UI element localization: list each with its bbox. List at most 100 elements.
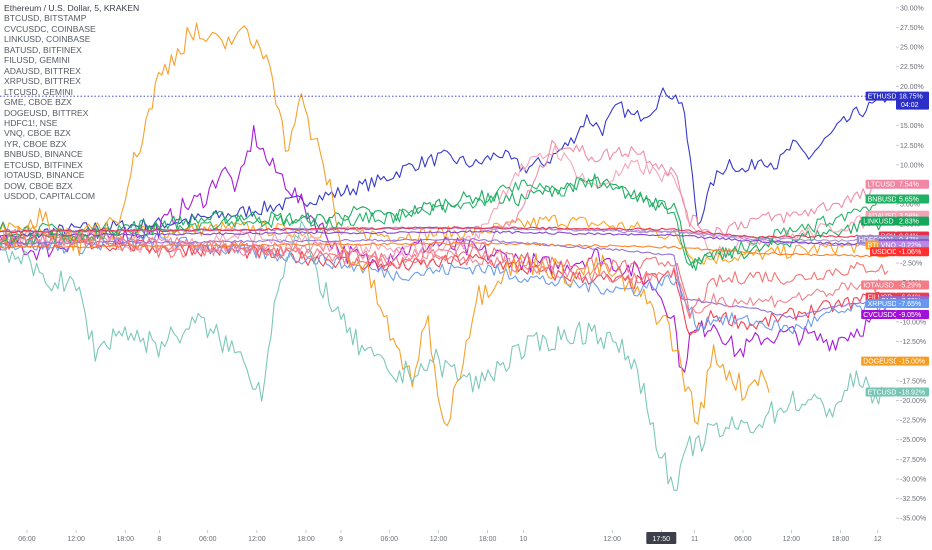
price-tag-value-bg [896, 179, 929, 189]
legend-item[interactable]: DOW, CBOE BZX [4, 180, 73, 191]
price-tag-value: 3.58% [899, 213, 919, 220]
price-tag-name: CVCUSDC [863, 312, 898, 319]
price-tag-name-bg [865, 194, 896, 204]
price-tag-name: BNBUSD [868, 197, 897, 204]
price-tag-name-bg [865, 179, 896, 189]
y-tick-label: -32.50% [900, 496, 926, 503]
x-tick-label: 06:00 [381, 536, 399, 543]
price-tag-value-bg [896, 91, 929, 110]
x-tick-label: 18:00 [297, 536, 315, 543]
legend-item[interactable]: CVCUSDC, COINBASE [4, 23, 96, 34]
legend-item[interactable]: DOGEUSD, BITTREX [4, 107, 89, 118]
series-line-xrpusd[interactable] [0, 232, 889, 335]
legend-item[interactable]: IYR, CBOE BZX [4, 138, 67, 149]
legend-item[interactable]: VNQ, CBOE BZX [4, 128, 71, 139]
price-tag-name-bg [865, 387, 896, 397]
legend-item[interactable]: FILUSD, GEMINI [4, 55, 70, 66]
y-tick-label: 20.00% [900, 84, 924, 91]
y-tick-label: 30.00% [900, 5, 924, 12]
y-tick-label: -17.50% [900, 378, 926, 385]
price-tag-name: ETHUSD [868, 94, 897, 101]
price-tag-value-bg [896, 387, 929, 397]
legend-item[interactable]: BTCUSD, BITSTAMP [4, 13, 87, 24]
y-tick-label: -27.50% [900, 457, 926, 464]
price-tag-value: 18.75% [899, 94, 923, 101]
x-tick-label: 9 [339, 536, 343, 543]
price-tag-value: -9.05% [899, 312, 921, 319]
price-tag-name-bg [870, 247, 896, 257]
series-line-iotausd[interactable] [0, 228, 889, 320]
series-line-usdod[interactable] [0, 241, 889, 258]
series-line-linkusd[interactable] [0, 176, 889, 269]
series-line-iyr[interactable] [0, 230, 889, 246]
series-line-etcusd[interactable] [0, 220, 889, 491]
y-tick-label: -12.50% [900, 339, 926, 346]
x-tick-label: 12 [874, 536, 882, 543]
y-tick-label: -30.00% [900, 476, 926, 483]
x-tick-label: 12:00 [603, 536, 621, 543]
x-tick-label: 18:00 [832, 536, 850, 543]
legend-item[interactable]: ADAUSD, BITTREX [4, 65, 81, 76]
x-tick-label: 12:00 [248, 536, 266, 543]
price-tag-value: -7.65% [899, 301, 921, 308]
time-cursor-label: 17:50 [653, 536, 671, 543]
price-tag-value: -15.00% [899, 359, 925, 366]
price-tag-value: -1.06% [899, 249, 921, 256]
price-tag-value: 7.54% [899, 182, 919, 189]
y-tick-label: -20.00% [900, 398, 926, 405]
y-tick-label: 10.00% [900, 162, 924, 169]
y-tick-label: -35.00% [900, 516, 926, 523]
price-tag-time: 04:02 [901, 102, 919, 109]
y-tick-label: 22.50% [900, 64, 924, 71]
x-tick-label: 12:00 [783, 536, 801, 543]
price-tag-value-bg [896, 216, 929, 226]
price-tag-name: XRPUSD [868, 301, 897, 308]
price-tag-name: USDOD [872, 249, 897, 256]
y-tick-label: -2.50% [900, 261, 922, 268]
series-line-ltcusd[interactable] [0, 139, 889, 261]
x-tick-label: 06:00 [18, 536, 36, 543]
legend-item[interactable]: ETCUSD, BITFINEX [4, 159, 83, 170]
x-tick-label: 06:00 [199, 536, 217, 543]
series-line-gme[interactable] [0, 237, 889, 320]
x-tick-label: 8 [157, 536, 161, 543]
price-tag-name: LINKUSD [863, 219, 893, 226]
x-tick-label: 06:00 [734, 536, 752, 543]
chart-title[interactable]: Ethereum / U.S. Dollar, 5, KRAKEN [4, 3, 140, 13]
legend-item[interactable]: GME, CBOE BZX [4, 97, 72, 108]
price-tag-name-bg [861, 216, 896, 226]
price-tag-name: IOTAUSD [863, 282, 894, 289]
legend-item[interactable]: BATUSD, BITFINEX [4, 44, 82, 55]
legend-item[interactable]: BNBUSD, BINANCE [4, 149, 83, 160]
x-tick-label: 11 [691, 536, 698, 543]
legend: Ethereum / U.S. Dollar, 5, KRAKEN BTCUSD,… [4, 3, 204, 202]
series-line-batusd[interactable] [0, 233, 889, 318]
y-axis-panel [896, 0, 932, 550]
price-tag-name-bg [865, 91, 896, 101]
x-tick-label: 10 [519, 536, 527, 543]
y-tick-label: 5.00% [900, 202, 920, 209]
price-tag-value: -5.29% [899, 282, 921, 289]
legend-item[interactable]: USDOD, CAPITALCOM [4, 191, 96, 202]
series-line-dogeusd[interactable] [0, 22, 770, 427]
price-tag-value-bg [896, 309, 929, 319]
y-tick-label: -22.50% [900, 418, 926, 425]
price-tag-value: 5.65% [899, 197, 919, 204]
price-tag-name: DOGEUSD [863, 359, 898, 366]
price-tag-value-bg [896, 280, 929, 290]
legend-item[interactable]: XRPUSD, BITTREX [4, 76, 81, 87]
y-tick-label: 27.50% [900, 25, 924, 32]
legend-item[interactable]: LINKUSD, COINBASE [4, 34, 91, 45]
price-tag-name-bg [861, 309, 896, 319]
legend-item[interactable]: LTCUSD, GEMINI [4, 86, 74, 97]
x-tick-label: 18:00 [479, 536, 497, 543]
price-tag-value: 2.83% [899, 219, 919, 226]
price-tag-name-bg [865, 298, 896, 308]
y-tick-label: -25.00% [900, 437, 926, 444]
legend-item[interactable]: HDFC1!, NSE [4, 117, 58, 128]
series-line-dow[interactable] [0, 226, 889, 239]
legend-item[interactable]: IOTAUSD, BINANCE [4, 170, 85, 181]
x-axis-panel [0, 530, 932, 550]
